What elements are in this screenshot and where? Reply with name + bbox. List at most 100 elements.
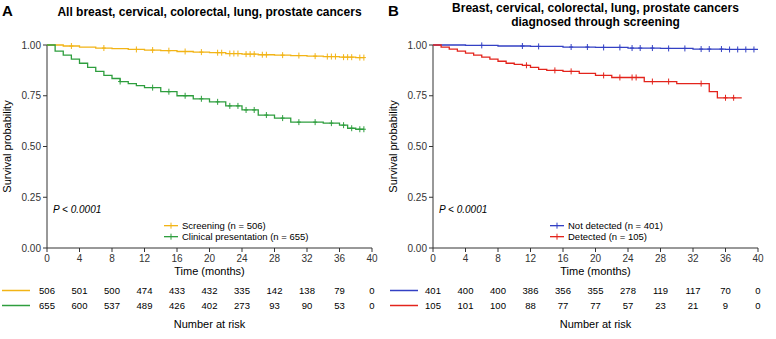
y-tick-label: 0.75: [408, 90, 428, 101]
x-tick-label: 16: [557, 253, 569, 264]
censor-mark: [325, 54, 329, 60]
at-risk-count: 600: [72, 300, 88, 311]
censor-mark: [228, 103, 232, 109]
x-tick-label: 28: [655, 253, 667, 264]
legend: Not detected (n = 401)Detected (n = 105): [550, 220, 663, 242]
x-tick: [758, 248, 759, 252]
censor-mark: [719, 46, 723, 52]
at-risk-count: 57: [623, 300, 634, 311]
censor-mark: [69, 43, 73, 49]
x-tick-label: 20: [590, 253, 602, 264]
censor-mark: [724, 95, 728, 101]
legend-swatch: [171, 223, 172, 229]
y-tick: [429, 146, 433, 147]
x-tick: [274, 248, 275, 252]
censor-mark: [524, 62, 528, 68]
y-tick: [43, 248, 47, 249]
at-risk-count: 142: [267, 285, 283, 296]
x-tick: [498, 248, 499, 252]
censor-mark: [281, 52, 285, 58]
x-axis: [433, 248, 758, 249]
censor-mark: [650, 79, 654, 85]
censor-mark: [342, 122, 346, 128]
legend: Screening (n = 506)Clinical presentation…: [164, 220, 308, 242]
risk-row-key: [390, 290, 418, 292]
at-risk-count: 93: [269, 300, 280, 311]
title: Breast, cervical, colorectal, lung, pros…: [452, 1, 739, 29]
y-tick: [43, 197, 47, 198]
panel: AAll breast, cervical, colorectal, lung,…: [1, 2, 378, 330]
x-tick-label: 40: [366, 253, 378, 264]
x-tick-label: 0: [44, 253, 50, 264]
at-risk-count: 433: [169, 285, 185, 296]
censor-mark: [236, 51, 240, 57]
at-risk-count: 88: [525, 300, 536, 311]
risk-table-title: Number at risk: [560, 318, 632, 330]
x-tick: [47, 248, 48, 252]
at-risk-count: 70: [720, 285, 731, 296]
y-tick-label: 0.25: [22, 192, 42, 203]
at-risk-count: 79: [334, 285, 345, 296]
x-tick-label: 24: [622, 253, 634, 264]
at-risk-count: 500: [104, 285, 120, 296]
y-tick: [43, 45, 47, 46]
x-tick-label: 0: [430, 253, 436, 264]
at-risk-count: 401: [425, 285, 441, 296]
at-risk-count: 655: [39, 300, 55, 311]
at-risk-count: 474: [137, 285, 153, 296]
x-tick-label: 24: [236, 253, 248, 264]
censor-mark: [199, 96, 203, 102]
at-risk-count: 0: [369, 285, 374, 296]
legend-label: Not detected (n = 401): [568, 220, 663, 231]
x-tick: [339, 248, 340, 252]
x-tick: [725, 248, 726, 252]
x-tick-label: 12: [525, 253, 537, 264]
censor-mark: [520, 43, 524, 49]
censor-mark: [634, 74, 638, 80]
censor-mark: [199, 49, 203, 55]
at-risk-count: 355: [588, 285, 604, 296]
y-tick: [429, 45, 433, 46]
at-risk-count: 278: [620, 285, 636, 296]
censor-mark: [736, 46, 740, 52]
censor-mark: [537, 43, 541, 49]
x-tick: [79, 248, 80, 252]
censor-mark: [630, 74, 634, 80]
at-risk-count: 0: [369, 300, 374, 311]
censor-mark: [553, 67, 557, 73]
censor-mark: [297, 119, 301, 125]
at-risk-count: 23: [655, 300, 666, 311]
x-tick: [465, 248, 466, 252]
censor-mark: [358, 55, 362, 61]
at-risk-count: 77: [558, 300, 569, 311]
x-tick-label: 28: [269, 253, 281, 264]
legend-swatch: [171, 234, 172, 240]
y-axis: [433, 45, 434, 248]
at-risk-count: 426: [169, 300, 185, 311]
at-risk-count: 506: [39, 285, 55, 296]
censor-mark: [585, 44, 589, 50]
panel-label: B: [388, 2, 399, 19]
censor-mark: [244, 107, 248, 113]
x-tick: [112, 248, 113, 252]
censor-mark: [744, 46, 748, 52]
censor-mark: [151, 85, 155, 91]
censor-mark: [683, 45, 687, 51]
censor-mark: [569, 44, 573, 50]
at-risk-count: 501: [72, 285, 88, 296]
x-axis-label: Time (months): [560, 265, 631, 277]
censor-mark: [248, 51, 252, 57]
y-tick-label: 0.50: [408, 141, 428, 152]
at-risk-count: 105: [425, 300, 441, 311]
p-value: P < 0.0001: [53, 204, 101, 215]
censor-mark: [350, 54, 354, 60]
at-risk-count: 9: [723, 300, 728, 311]
y-tick-label: 0.00: [408, 243, 428, 254]
censor-mark: [362, 126, 366, 132]
x-tick-label: 8: [495, 253, 501, 264]
at-risk-count: 489: [137, 300, 153, 311]
at-risk-count: 402: [202, 300, 218, 311]
censor-mark: [630, 45, 634, 51]
risk-table-title: Number at risk: [174, 318, 246, 330]
x-tick-label: 36: [334, 253, 346, 264]
